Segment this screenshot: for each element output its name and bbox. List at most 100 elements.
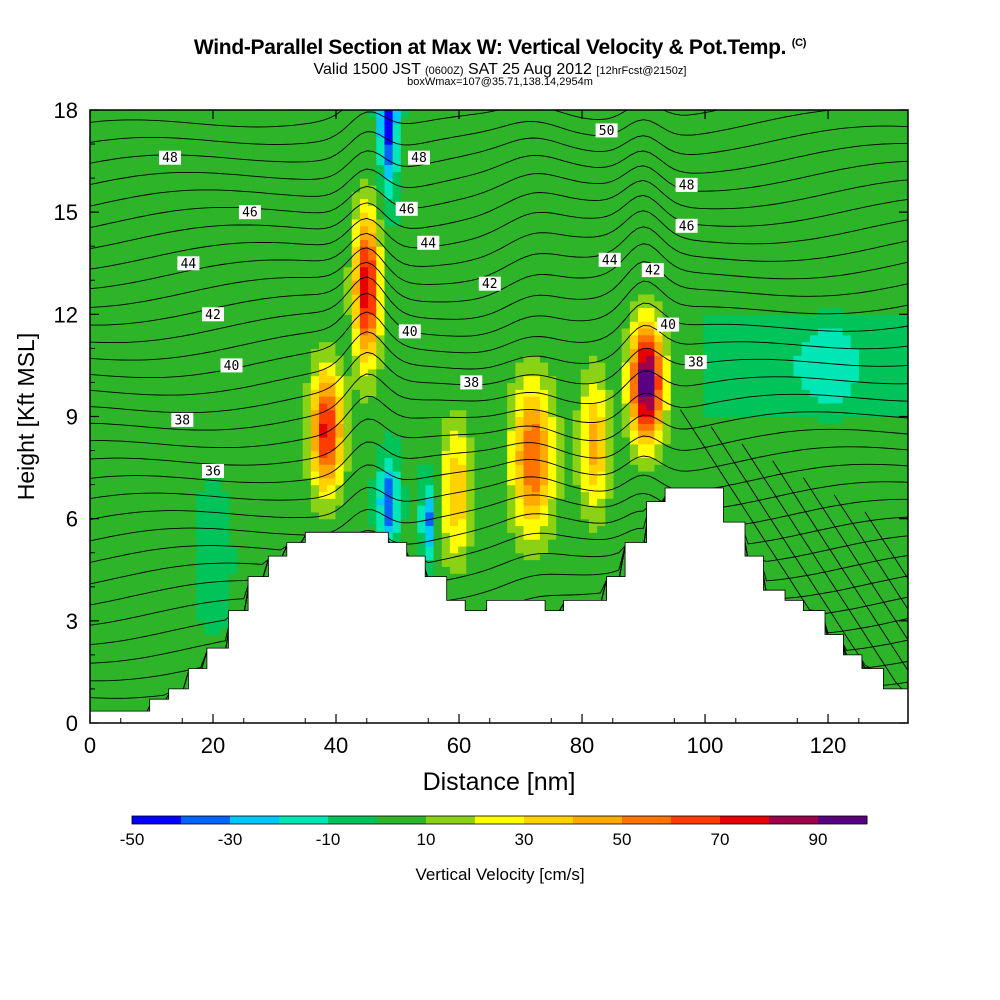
field-cell bbox=[171, 641, 181, 649]
field-cell bbox=[466, 116, 476, 125]
field-cell bbox=[507, 110, 516, 118]
field-cell bbox=[98, 300, 107, 309]
field-cell bbox=[531, 375, 541, 384]
field-cell bbox=[179, 593, 189, 601]
field-cell bbox=[163, 396, 173, 404]
field-cell bbox=[171, 396, 181, 404]
field-cell bbox=[302, 457, 312, 465]
field-cell bbox=[458, 123, 467, 132]
field-cell bbox=[114, 654, 124, 663]
field-cell bbox=[466, 552, 476, 561]
field-cell bbox=[220, 396, 230, 404]
field-cell bbox=[417, 327, 426, 336]
field-cell bbox=[515, 416, 525, 424]
field-cell bbox=[163, 293, 173, 302]
field-cell bbox=[212, 579, 222, 588]
field-cell bbox=[229, 225, 238, 234]
field-cell bbox=[449, 518, 459, 527]
field-cell bbox=[474, 150, 484, 159]
field-cell bbox=[90, 532, 99, 540]
field-cell bbox=[139, 641, 148, 649]
field-cell bbox=[335, 212, 345, 220]
field-cell bbox=[122, 695, 132, 704]
field-cell bbox=[515, 430, 525, 438]
field-cell bbox=[220, 198, 230, 206]
field-cell bbox=[466, 539, 476, 547]
field-cell bbox=[196, 287, 206, 295]
field-cell bbox=[155, 552, 165, 561]
field-cell bbox=[417, 253, 426, 261]
field-cell bbox=[188, 641, 197, 649]
field-cell bbox=[368, 123, 377, 132]
field-cell bbox=[122, 273, 132, 281]
field-cell bbox=[220, 436, 230, 445]
field-cell bbox=[499, 157, 508, 166]
field-cell bbox=[196, 573, 206, 581]
field-cell bbox=[368, 450, 377, 458]
field-cell bbox=[245, 559, 255, 567]
field-cell bbox=[98, 586, 107, 595]
field-cell bbox=[515, 287, 525, 295]
field-cell bbox=[212, 334, 222, 343]
field-cell bbox=[147, 232, 157, 241]
field-cell bbox=[196, 607, 206, 615]
field-cell bbox=[106, 579, 116, 588]
field-cell bbox=[482, 532, 492, 540]
field-cell bbox=[425, 300, 435, 309]
field-cell bbox=[261, 144, 271, 152]
field-cell bbox=[269, 266, 279, 275]
field-cell bbox=[302, 137, 312, 145]
field-cell bbox=[245, 321, 255, 329]
field-cell bbox=[122, 191, 132, 200]
field-cell bbox=[171, 675, 181, 683]
field-cell bbox=[122, 600, 132, 608]
field-cell bbox=[474, 362, 484, 370]
field-cell bbox=[122, 253, 132, 261]
field-cell bbox=[179, 212, 189, 220]
field-cell bbox=[179, 334, 189, 343]
field-cell bbox=[245, 355, 255, 363]
field-cell bbox=[531, 525, 541, 533]
field-cell bbox=[98, 457, 107, 465]
field-cell bbox=[490, 457, 500, 465]
field-cell bbox=[441, 293, 451, 302]
field-cell bbox=[482, 218, 492, 227]
field-cell bbox=[261, 348, 271, 356]
field-cell bbox=[220, 491, 230, 499]
field-cell bbox=[376, 225, 386, 234]
field-cell bbox=[163, 688, 173, 697]
field-cell bbox=[507, 253, 516, 261]
field-cell bbox=[278, 511, 287, 520]
field-cell bbox=[482, 314, 492, 322]
field-cell bbox=[204, 593, 214, 601]
field-cell bbox=[139, 525, 148, 533]
field-cell bbox=[261, 110, 271, 118]
field-cell bbox=[155, 293, 165, 302]
field-cell bbox=[523, 246, 533, 254]
field-cell bbox=[114, 321, 124, 329]
field-cell bbox=[351, 402, 361, 411]
field-cell bbox=[114, 307, 124, 315]
field-cell bbox=[212, 477, 222, 486]
field-cell bbox=[409, 484, 418, 493]
field-cell bbox=[237, 314, 247, 322]
field-cell bbox=[490, 191, 500, 200]
field-cell bbox=[392, 253, 402, 261]
field-cell bbox=[449, 375, 459, 384]
field-cell bbox=[294, 225, 304, 234]
field-cell bbox=[449, 464, 459, 472]
field-cell bbox=[515, 334, 525, 343]
field-cell bbox=[319, 436, 328, 445]
field-cell bbox=[425, 341, 435, 349]
field-cell bbox=[261, 287, 271, 295]
field-cell bbox=[106, 505, 116, 513]
field-cell bbox=[449, 198, 459, 206]
field-cell bbox=[294, 246, 304, 254]
field-cell bbox=[163, 505, 173, 513]
field-cell bbox=[139, 450, 148, 458]
field-cell bbox=[237, 409, 247, 418]
field-cell bbox=[269, 443, 279, 452]
field-cell bbox=[179, 178, 189, 186]
field-cell bbox=[171, 130, 181, 138]
field-cell bbox=[245, 402, 255, 411]
